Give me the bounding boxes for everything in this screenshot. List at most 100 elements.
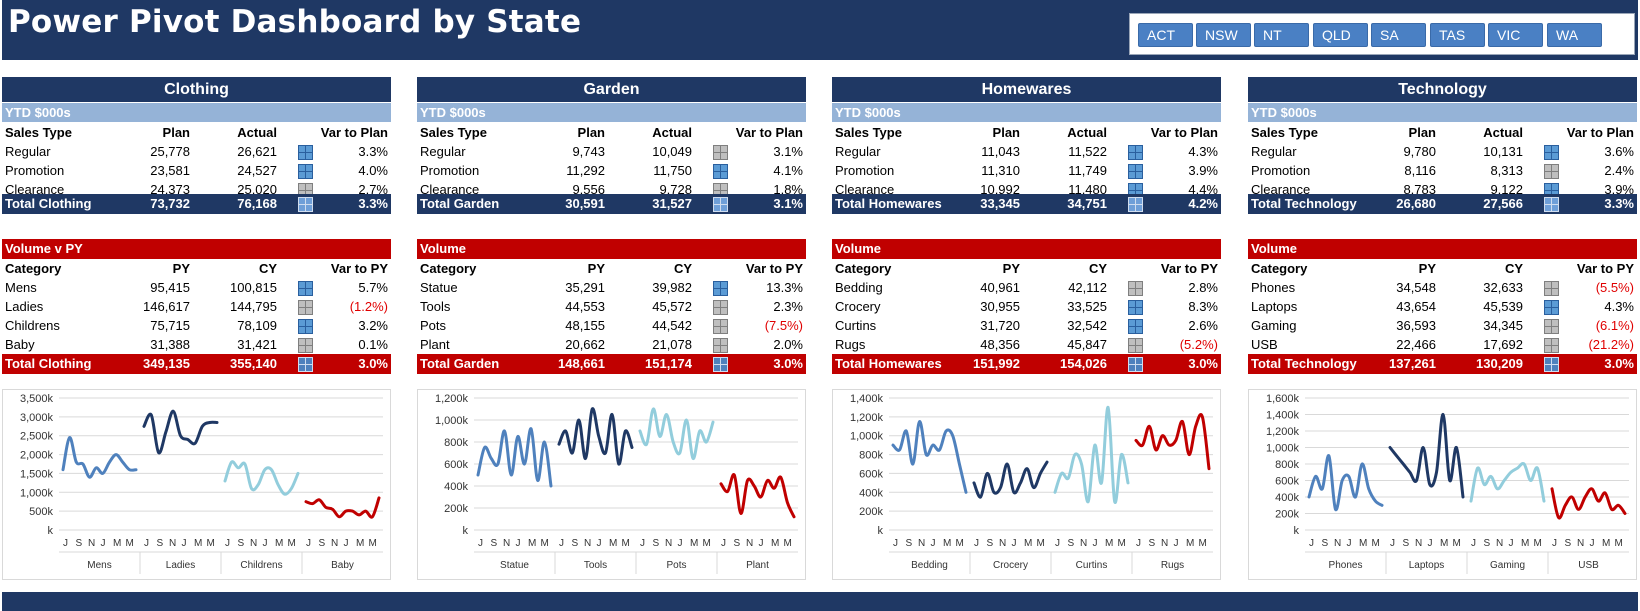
total-py: 349,135 <box>143 356 190 371</box>
total-label: Total Clothing <box>5 356 92 371</box>
total-cy: 151,174 <box>645 356 692 371</box>
y-tick-label: 1,200k <box>1266 426 1300 438</box>
slicer-button-tas[interactable]: TAS <box>1430 23 1485 47</box>
total-cy: 130,209 <box>1476 356 1523 371</box>
series-line-bedding <box>891 420 968 494</box>
cy-value: 17,692 <box>1483 337 1523 352</box>
total-label: Total Homewares <box>835 356 942 371</box>
volume-row: Phones 34,548 32,633 (5.5%) <box>1248 278 1637 298</box>
month-tick-label: J <box>1012 538 1017 549</box>
var-to-py: (1.2%) <box>349 299 388 314</box>
var-to-py: (21.2%) <box>1588 337 1634 352</box>
page-title: Power Pivot Dashboard by State <box>8 4 582 40</box>
volume-title: Volume <box>1248 239 1637 259</box>
cy-value: 42,112 <box>1068 280 1107 295</box>
month-tick-label: M <box>275 538 283 549</box>
slicer-button-qld[interactable]: QLD <box>1313 23 1368 47</box>
volume-row: Rugs 48,356 45,847 (5.2%) <box>832 335 1221 355</box>
month-tick-label: M <box>1372 538 1380 549</box>
column-header: Category <box>420 261 477 276</box>
trend-indicator-icon <box>298 281 313 296</box>
total-label: Total Garden <box>420 196 500 211</box>
sales-row: Regular 11,043 11,522 4.3% <box>832 142 1221 162</box>
y-tick-label: k <box>1294 525 1300 537</box>
trend-indicator-icon <box>1128 145 1143 160</box>
var-to-py: 2.0% <box>773 337 803 352</box>
month-tick-label: N <box>88 538 95 549</box>
slicer-button-wa[interactable]: WA <box>1547 23 1602 47</box>
trend-indicator-icon <box>713 281 728 296</box>
trend-indicator-icon <box>1544 300 1559 315</box>
column-header: Var to Plan <box>735 125 803 140</box>
series-line-rugs <box>1134 412 1211 471</box>
y-tick-label: 3,000k <box>20 412 54 424</box>
slicer-button-sa[interactable]: SA <box>1371 23 1426 47</box>
sales-total-row: Total Garden 30,591 31,527 3.1% <box>417 194 806 214</box>
month-tick-label: M <box>1105 538 1113 549</box>
dashboard-header: Power Pivot Dashboard by State ACT NSW N… <box>2 0 1638 60</box>
total-actual: 27,566 <box>1483 196 1523 211</box>
column-header: PY <box>1002 261 1020 276</box>
series-line-childrens <box>223 460 300 496</box>
total-actual: 76,168 <box>237 196 277 211</box>
slicer-button-nsw[interactable]: NSW <box>1196 23 1251 47</box>
month-tick-label: M <box>194 538 202 549</box>
month-tick-label: J <box>1347 538 1352 549</box>
total-label: Total Garden <box>420 356 500 371</box>
column-header: Sales Type <box>5 125 72 140</box>
sales-header-row: Sales Type Plan Actual Var to Plan <box>417 123 806 143</box>
month-tick-label: J <box>182 538 187 549</box>
month-tick-label: S <box>906 538 913 549</box>
py-value: 22,466 <box>1396 337 1436 352</box>
trend-indicator-icon <box>298 338 313 353</box>
volume-title: Volume v PY <box>2 239 391 259</box>
total-indicator-icon <box>713 357 728 372</box>
total-indicator-icon <box>1128 357 1143 372</box>
var-to-plan: 4.1% <box>773 163 803 178</box>
sales-type: Clearance <box>835 182 895 197</box>
total-indicator-icon <box>713 197 728 212</box>
var-to-plan: 1.8% <box>773 182 803 197</box>
month-tick-label: M <box>1615 538 1623 549</box>
category-name: Mens <box>5 280 37 295</box>
py-value: 75,715 <box>150 318 190 333</box>
month-tick-label: N <box>665 538 672 549</box>
total-label: Total Technology <box>1251 196 1357 211</box>
plan-value: 9,780 <box>1403 144 1436 159</box>
month-tick-label: J <box>678 538 683 549</box>
month-tick-label: M <box>622 538 630 549</box>
y-tick-label: 200k <box>859 506 883 518</box>
series-category-label: Rugs <box>1161 560 1184 571</box>
slicer-button-act[interactable]: ACT <box>1138 23 1193 47</box>
var-to-plan: 4.0% <box>358 163 388 178</box>
y-tick-label: 800k <box>444 437 468 449</box>
month-tick-label: J <box>759 538 764 549</box>
month-tick-label: J <box>101 538 106 549</box>
series-category-label: Ladies <box>166 560 195 571</box>
actual-value: 10,049 <box>652 144 692 159</box>
y-tick-label: 1,000k <box>435 415 469 427</box>
plan-value: 25,778 <box>150 144 190 159</box>
actual-value: 25,020 <box>237 182 277 197</box>
column-header: PY <box>1418 261 1436 276</box>
series-line-curtins <box>1053 405 1130 504</box>
category-name: Laptops <box>1251 299 1298 314</box>
sales-type: Clearance <box>420 182 480 197</box>
month-tick-label: S <box>987 538 994 549</box>
total-indicator-icon <box>1544 357 1559 372</box>
sales-row: Promotion 11,292 11,750 4.1% <box>417 161 806 181</box>
month-tick-label: M <box>207 538 215 549</box>
month-tick-label: S <box>1403 538 1410 549</box>
var-to-py: 5.7% <box>358 280 388 295</box>
total-py: 137,261 <box>1389 356 1436 371</box>
slicer-button-nt[interactable]: NT <box>1254 23 1309 47</box>
py-value: 31,388 <box>150 337 190 352</box>
month-tick-label: M <box>541 538 549 549</box>
month-tick-label: J <box>225 538 230 549</box>
slicer-button-vic[interactable]: VIC <box>1488 23 1543 47</box>
trend-indicator-icon <box>1544 319 1559 334</box>
y-tick-label: 2,500k <box>20 431 54 443</box>
actual-value: 9,122 <box>1490 182 1523 197</box>
y-tick-label: 200k <box>444 503 468 515</box>
total-indicator-icon <box>1544 197 1559 212</box>
